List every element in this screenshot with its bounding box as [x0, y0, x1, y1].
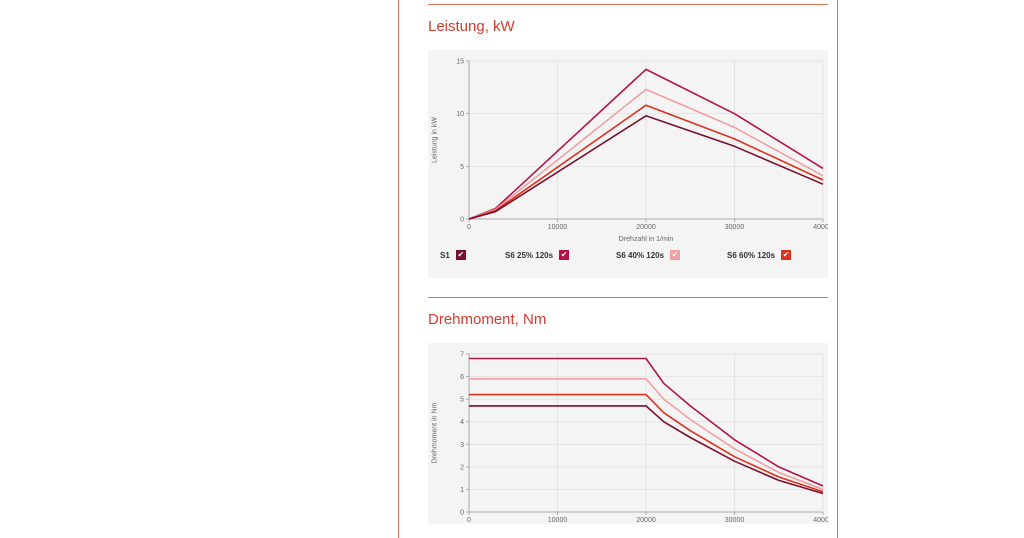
x-tick-label: 10000 — [548, 224, 568, 231]
y-tick-label: 0 — [460, 510, 464, 517]
x-tick-label: 30000 — [725, 224, 745, 231]
legend-label: S6 40% 120s — [616, 250, 665, 260]
checkmark-icon: ✔ — [782, 250, 790, 259]
y-axis-label: Drehmoment in Nm — [432, 402, 439, 463]
content-panel — [398, 0, 838, 538]
series-line-s6-60 — [469, 393, 824, 493]
x-tick-label: 0 — [467, 517, 471, 524]
y-tick-label: 3 — [460, 442, 464, 449]
x-axis-label: Drehzahl in 1/min — [619, 236, 674, 243]
legend-item-s1: S1 ✔ — [440, 250, 466, 260]
x-tick-label: 30000 — [725, 517, 745, 524]
checkmark-icon: ✔ — [560, 250, 568, 259]
series-line-s1 — [468, 115, 824, 220]
section-divider — [428, 297, 828, 298]
torque-chart-container: 0 1 2 3 4 5 6 7 0 10000 20000 30000 40000 Drehmoment … — [428, 343, 833, 525]
y-tick-label: 5 — [460, 397, 464, 404]
y-tick-label: 5 — [460, 164, 464, 171]
legend-label: S1 — [440, 250, 450, 260]
section-divider — [428, 4, 828, 5]
series-line-s1 — [469, 405, 824, 495]
legend-label: S6 25% 120s — [505, 250, 554, 260]
y-tick-label: 1 — [460, 487, 464, 494]
legend-item-s6-25: S6 25% 120s ✔ — [505, 250, 570, 260]
x-tick-label: 40000 — [813, 517, 828, 524]
torque-chart: 0 1 2 3 4 5 6 7 0 10000 20000 30000 40000 Drehmoment … — [432, 352, 833, 525]
power-chart-container: 0 5 10 15 0 10000 20000 30000 40000 Drehzahl in 1… — [428, 50, 833, 278]
series-line-s6-40 — [469, 377, 824, 491]
y-tick-label: 0 — [460, 217, 464, 224]
y-tick-label: 10 — [456, 111, 464, 118]
power-chart: 0 5 10 15 0 10000 20000 30000 40000 Drehzahl in 1… — [432, 59, 833, 244]
checkmark-icon: ✔ — [671, 250, 679, 259]
checkmark-icon: ✔ — [457, 250, 465, 259]
x-tick-label: 10000 — [548, 517, 568, 524]
legend-checkbox[interactable]: ✔ — [781, 250, 792, 260]
x-tick-label: 20000 — [636, 224, 656, 231]
y-tick-label: 15 — [456, 59, 464, 66]
legend-checkbox[interactable]: ✔ — [559, 250, 570, 260]
series-line-s6-25 — [469, 357, 824, 487]
y-axis-label: Leistung in kW — [432, 117, 439, 163]
y-tick-label: 6 — [460, 374, 464, 381]
x-tick-label: 40000 — [813, 224, 828, 231]
legend-item-s6-60: S6 60% 120s ✔ — [727, 250, 792, 260]
x-tick-label: 20000 — [636, 517, 656, 524]
legend-checkbox[interactable]: ✔ — [455, 250, 466, 260]
x-tick-label: 0 — [467, 224, 471, 231]
power-chart-title: Leistung, kW — [428, 18, 515, 35]
legend-label: S6 60% 120s — [727, 250, 776, 260]
y-tick-label: 2 — [460, 464, 464, 471]
legend-checkbox[interactable]: ✔ — [670, 250, 681, 260]
legend-item-s6-40: S6 40% 120s ✔ — [616, 250, 681, 260]
torque-chart-title: Drehmoment, Nm — [428, 311, 547, 328]
y-tick-label: 4 — [460, 419, 464, 426]
y-tick-label: 7 — [460, 352, 464, 359]
